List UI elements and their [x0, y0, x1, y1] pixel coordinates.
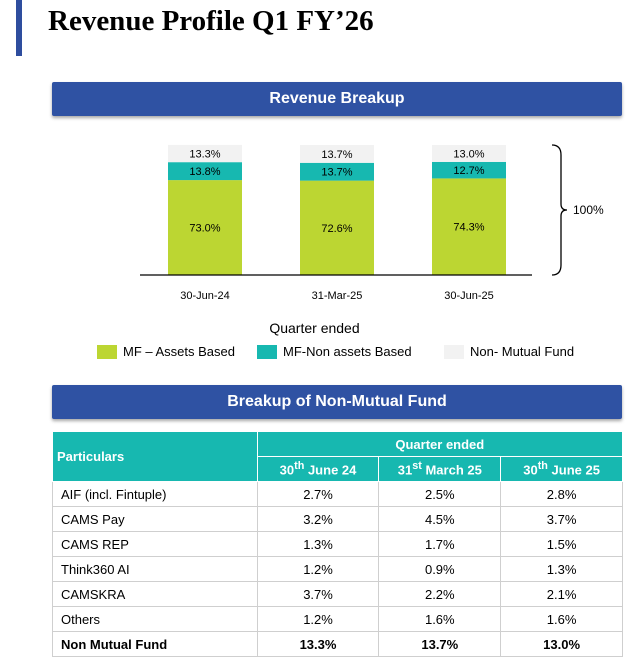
row-label: Others — [52, 606, 258, 632]
total-label: Non Mutual Fund — [52, 631, 258, 657]
row-label: CAMSKRA — [52, 581, 258, 607]
revenue-breakup-chart: 73.0% 13.8% 13.3% 30-Jun-24 72.6% 13.7% 13.7% 3… — [140, 144, 604, 302]
period-day: 31 — [397, 462, 413, 478]
cell-value: 1.2% — [256, 606, 380, 632]
cell-value: 1.7% — [378, 531, 502, 557]
page-title: Revenue Profile Q1 FY’26 — [48, 5, 374, 37]
data-label-mf-assets: 73.0% — [189, 223, 220, 235]
quarter-ended-header: Quarter ended — [256, 431, 624, 457]
period-suffix: th — [294, 460, 305, 473]
cell-value: 4.5% — [378, 506, 502, 532]
cell-value: 1.2% — [256, 556, 380, 582]
data-label-non-mf: 13.0% — [453, 148, 484, 160]
bar-segment-mf-assets — [300, 180, 374, 275]
title-accent-bar — [16, 0, 22, 56]
data-label-mf-non-assets: 12.7% — [453, 165, 484, 177]
period-rest: June 24 — [304, 462, 357, 478]
legend-swatch-mf-assets — [97, 344, 117, 359]
x-tick-label: 31-Mar-25 — [312, 290, 363, 302]
cell-value: 1.3% — [500, 556, 623, 582]
row-label: CAMS REP — [52, 531, 258, 557]
total-annotation: 100% — [573, 203, 604, 217]
bar-segment-non-mf — [432, 145, 506, 162]
table-row: CAMSKRA 3.7% 2.2% 2.1% — [52, 581, 623, 607]
cell-value: 0.9% — [378, 556, 502, 582]
period-day: 30 — [279, 462, 295, 478]
bar-segment-mf-non-assets — [300, 162, 374, 181]
table-row: Think360 AI 1.2% 0.9% 1.3% — [52, 556, 623, 582]
legend-item-mf-assets: MF – Assets Based — [97, 344, 235, 359]
cell-value: 3.7% — [256, 581, 380, 607]
data-label-mf-assets: 72.6% — [321, 223, 352, 235]
cell-value: 1.6% — [378, 606, 502, 632]
period-rest: June 25 — [547, 462, 600, 478]
cell-value: 2.5% — [378, 481, 502, 507]
period-header: 30th June 24 — [256, 456, 380, 482]
data-label-non-mf: 13.3% — [189, 149, 220, 161]
bar-segment-non-mf — [168, 144, 242, 163]
legend-label-non-mf: Non- Mutual Fund — [470, 344, 575, 359]
data-label-mf-non-assets: 13.7% — [321, 167, 352, 179]
data-label-mf-assets: 74.3% — [453, 222, 484, 234]
total-value: 13.0% — [500, 631, 623, 657]
period-header: 31st March 25 — [378, 456, 502, 482]
bar-segment-mf-assets — [432, 178, 506, 275]
cell-value: 1.3% — [256, 531, 380, 557]
cell-value: 3.2% — [256, 506, 380, 532]
non-mf-table: Particulars Quarter ended 30th June 24 3… — [52, 431, 624, 657]
table-row: CAMS REP 1.3% 1.7% 1.5% — [52, 531, 623, 557]
data-label-non-mf: 13.7% — [321, 149, 352, 161]
legend-swatch-non-mf — [444, 344, 464, 359]
period-suffix: st — [412, 460, 422, 473]
bar-segment-mf-non-assets — [168, 162, 242, 181]
period-header: 30th June 25 — [500, 456, 623, 482]
table-row: AIF (incl. Fintuple) 2.7% 2.5% 2.8% — [52, 481, 623, 507]
cell-value: 1.6% — [500, 606, 623, 632]
data-label-mf-non-assets: 13.8% — [189, 166, 220, 178]
x-axis-title: Quarter ended — [269, 320, 360, 336]
period-day: 30 — [523, 462, 538, 478]
table-row: Others 1.2% 1.6% 1.6% — [52, 606, 623, 632]
period-suffix: th — [537, 460, 548, 473]
bar-segment-mf-non-assets — [432, 161, 506, 179]
legend-label-mf-assets: MF – Assets Based — [123, 344, 235, 359]
cell-value: 2.8% — [500, 481, 623, 507]
bar-segment-non-mf — [300, 145, 374, 163]
total-row: Non Mutual Fund 13.3% 13.7% 13.0% — [52, 631, 623, 657]
total-value: 13.7% — [378, 631, 502, 657]
legend-swatch-mf-non-assets — [257, 344, 277, 359]
row-label: CAMS Pay — [52, 506, 258, 532]
row-label: Think360 AI — [52, 556, 258, 582]
non-mf-banner: Breakup of Non-Mutual Fund — [52, 385, 622, 419]
x-tick-label: 30-Jun-25 — [444, 290, 494, 302]
total-value: 13.3% — [256, 631, 380, 657]
x-tick-label: 30-Jun-24 — [180, 290, 230, 302]
particulars-header: Particulars — [52, 431, 258, 482]
row-label: AIF (incl. Fintuple) — [52, 481, 258, 507]
cell-value: 1.5% — [500, 531, 623, 557]
period-rest: March 25 — [421, 462, 482, 478]
revenue-breakup-banner: Revenue Breakup — [52, 82, 622, 116]
cell-value: 2.1% — [500, 581, 623, 607]
bar-segment-mf-assets — [168, 180, 242, 275]
total-brace — [551, 144, 568, 276]
cell-value: 2.7% — [256, 481, 380, 507]
legend-item-mf-non-assets: MF-Non assets Based — [257, 344, 412, 359]
table-row: CAMS Pay 3.2% 4.5% 3.7% — [52, 506, 623, 532]
cell-value: 2.2% — [378, 581, 502, 607]
chart-legend: MF – Assets Based MF-Non assets Based No… — [0, 344, 629, 362]
legend-label-mf-non-assets: MF-Non assets Based — [283, 344, 412, 359]
legend-item-non-mf: Non- Mutual Fund — [444, 344, 574, 359]
cell-value: 3.7% — [500, 506, 623, 532]
